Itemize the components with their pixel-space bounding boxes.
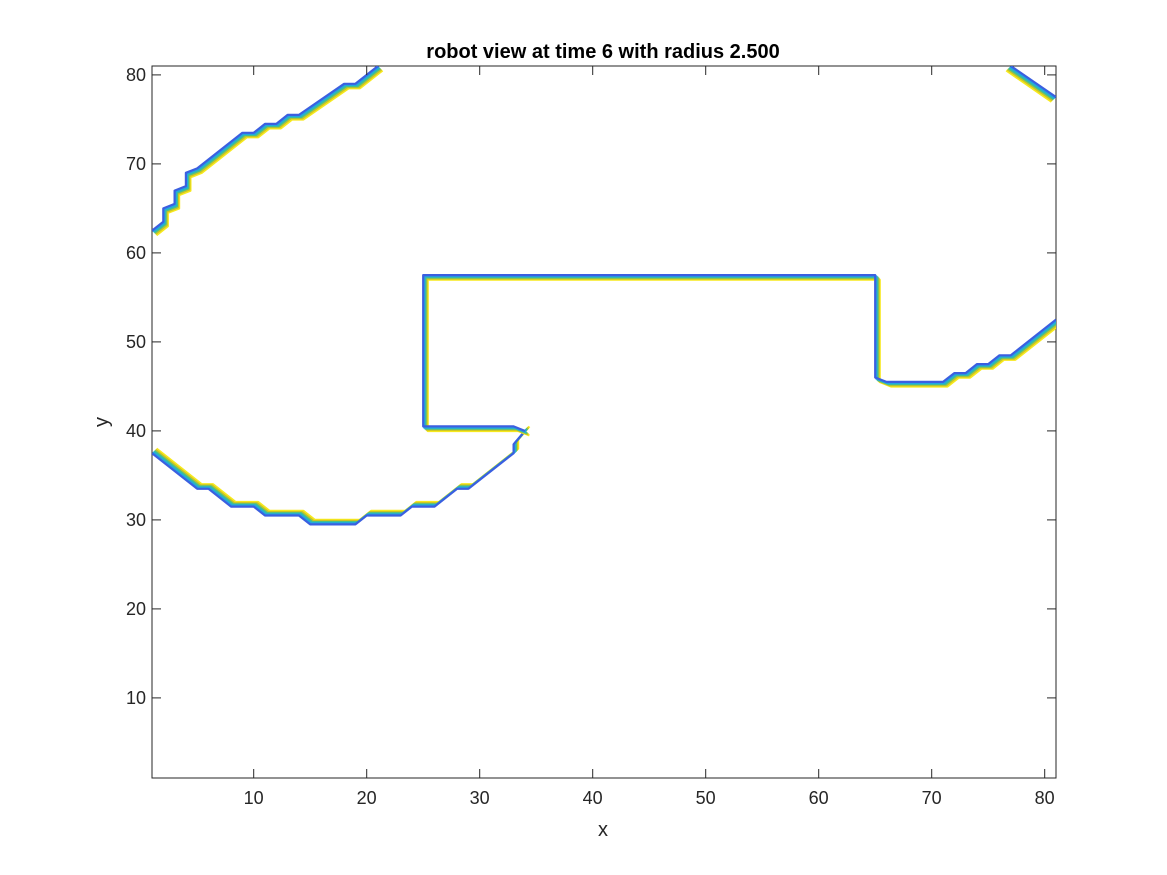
contour-line-upper-right-boundary bbox=[1009, 66, 1056, 100]
y-tick-label: 50 bbox=[126, 332, 146, 352]
contour-line-upper-left-boundary bbox=[155, 69, 384, 237]
x-tick-label: 80 bbox=[1035, 788, 1055, 808]
contour-line-upper-right-boundary bbox=[1006, 68, 1054, 102]
y-tick-label: 80 bbox=[126, 65, 146, 85]
x-tick-label: 10 bbox=[244, 788, 264, 808]
y-tick-label: 70 bbox=[126, 154, 146, 174]
axes-box bbox=[151, 65, 1057, 779]
x-tick-label: 40 bbox=[583, 788, 603, 808]
y-tick-label: 20 bbox=[126, 599, 146, 619]
x-tick-label: 50 bbox=[696, 788, 716, 808]
y-axis-ticks: 10 20 30 40 50 60 70 80 bbox=[126, 65, 1056, 708]
x-tick-label: 70 bbox=[922, 788, 942, 808]
contour-line-lower-left-arc bbox=[152, 430, 526, 526]
y-axis-label: y bbox=[91, 417, 113, 427]
y-tick-label: 30 bbox=[126, 510, 146, 530]
x-tick-label: 30 bbox=[470, 788, 490, 808]
contour-lines bbox=[152, 66, 1056, 526]
x-tick-label: 20 bbox=[357, 788, 377, 808]
contour-line-upper-right-boundary bbox=[1007, 67, 1055, 101]
contour-line-upper-right-boundary bbox=[1005, 69, 1053, 103]
contour-line-center-obstacle bbox=[422, 274, 1056, 432]
x-axis-ticks: 10 20 30 40 50 60 70 80 bbox=[244, 66, 1055, 808]
plot-area bbox=[151, 65, 1057, 779]
x-tick-label: 60 bbox=[809, 788, 829, 808]
y-tick-label: 40 bbox=[126, 421, 146, 441]
contour-line-upper-right-boundary bbox=[1010, 66, 1056, 99]
x-axis-label: x bbox=[598, 819, 608, 841]
y-tick-label: 60 bbox=[126, 243, 146, 263]
y-tick-label: 10 bbox=[126, 688, 146, 708]
contour-line-upper-left-boundary bbox=[152, 66, 379, 232]
contour-line-center-obstacle bbox=[424, 276, 1056, 435]
chart-title: robot view at time 6 with radius 2.500 bbox=[426, 41, 779, 63]
